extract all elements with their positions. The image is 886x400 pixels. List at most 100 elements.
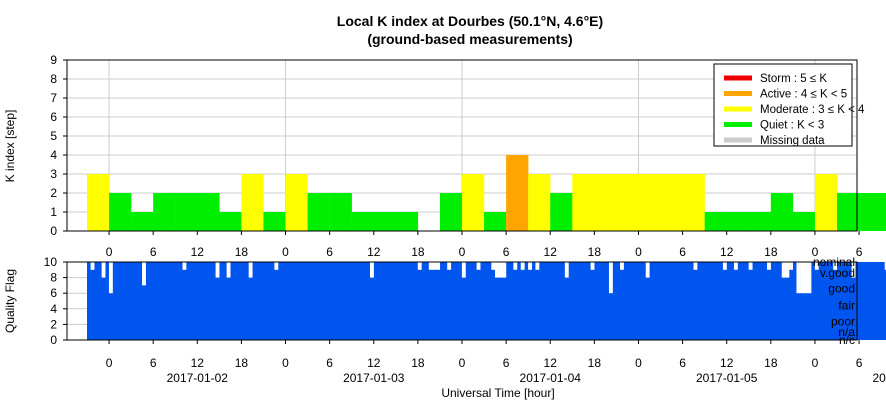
- k-index-bar: [859, 193, 882, 231]
- quality-bar-gap: [142, 261, 146, 286]
- quality-bar-gap: [608, 261, 613, 294]
- quality-bar-gap: [491, 261, 496, 270]
- legend-label: Active : 4 ≤ K < 5: [760, 89, 847, 101]
- x-axis-label: Universal Time [hour]: [441, 386, 554, 400]
- quality-level-label: v.good: [820, 266, 855, 280]
- k-index-bar: [263, 212, 286, 231]
- legend-label: Quiet : K < 3: [760, 120, 824, 132]
- k-x-tick-label: 0: [635, 245, 642, 259]
- k-index-bar: [307, 193, 330, 231]
- k-index-bar: [638, 174, 661, 231]
- legend-label: Storm : 5 ≤ K: [760, 73, 827, 85]
- k-x-tick-label: 6: [326, 245, 333, 259]
- quality-bar-gap: [767, 261, 771, 270]
- k-x-tick-label: 6: [150, 245, 157, 259]
- quality-flag-bars: [87, 261, 886, 340]
- quality-level-label: good: [828, 282, 855, 296]
- k-index-bar: [616, 174, 639, 231]
- k-index-x-ticks: 0612180612180612180612180612180612180612…: [106, 231, 863, 259]
- quality-bar-gap: [789, 261, 793, 270]
- q-x-tick-label: 0: [635, 356, 642, 370]
- k-index-bar: [572, 174, 595, 231]
- quality-bar-gap: [428, 261, 433, 270]
- k-x-tick-label: 18: [588, 245, 602, 259]
- q-y-tick-label: 4: [50, 302, 57, 316]
- k-x-tick-label: 6: [503, 245, 510, 259]
- quality-bar-gap: [884, 261, 886, 270]
- k-index-bar: [241, 174, 264, 231]
- quality-bar-gap: [833, 261, 838, 270]
- k-index-bar: [528, 174, 551, 231]
- k-index-bar: [660, 174, 683, 231]
- quality-bar-gap: [693, 261, 698, 270]
- k-index-bar: [726, 212, 749, 231]
- k-y-tick-label: 4: [50, 148, 57, 162]
- k-x-tick-label: 12: [191, 245, 205, 259]
- k-x-tick-label: 12: [544, 245, 558, 259]
- k-index-bar: [484, 212, 507, 231]
- q-y-tick-label: 6: [50, 286, 57, 300]
- quality-flag-x-ticks: 0612180612180612180612180612180612180612…: [106, 340, 863, 370]
- k-index-bar: [462, 174, 485, 231]
- k-index-bar: [197, 193, 220, 231]
- q-x-tick-label: 0: [106, 356, 113, 370]
- q-x-tick-label: 6: [326, 356, 333, 370]
- q-y-tick-label: 2: [50, 317, 57, 331]
- legend-label: Moderate : 3 ≤ K < 4: [760, 104, 865, 116]
- quality-flag-y-label: Quality Flag: [3, 269, 17, 333]
- k-x-tick-label: 6: [856, 245, 863, 259]
- k-index-bar: [285, 174, 308, 231]
- quality-bar-gap: [722, 261, 727, 270]
- quality-bar-gap: [447, 261, 452, 270]
- q-x-tick-label: 6: [679, 356, 686, 370]
- quality-bar-gap: [432, 261, 437, 270]
- k-index-bar: [506, 155, 529, 231]
- k-index-y-ticks: 0 1 2 3 4 5 6 7 8 9: [50, 53, 67, 238]
- quality-bar-gap: [796, 261, 801, 294]
- q-x-tick-label: 12: [191, 356, 205, 370]
- k-y-tick-label: 9: [50, 53, 57, 67]
- k-index-bar: [373, 212, 397, 231]
- k-y-tick-label: 0: [50, 224, 57, 238]
- date-label: 2017-01-05: [696, 371, 758, 385]
- date-label: 2017-01-03: [343, 371, 405, 385]
- k-index-bar: [131, 212, 154, 231]
- quality-bar-gap: [498, 261, 503, 278]
- date-label: 2017-01-02: [167, 371, 229, 385]
- quality-bar-gap: [520, 261, 525, 270]
- date-labels: 2017-01-02 2017-01-03 2017-01-04 2017-01-05…: [167, 371, 886, 385]
- k-x-tick-label: 12: [720, 245, 734, 259]
- q-x-tick-label: 18: [411, 356, 425, 370]
- k-index-bars: [87, 155, 886, 231]
- k-x-tick-label: 0: [282, 245, 289, 259]
- quality-bar-gap: [502, 261, 507, 278]
- quality-bar-gap: [748, 261, 753, 270]
- k-y-tick-label: 1: [50, 205, 57, 219]
- k-index-bar: [682, 174, 705, 231]
- quality-bar-gap: [369, 261, 374, 278]
- quality-bar-gap: [733, 261, 738, 270]
- q-x-tick-label: 0: [282, 356, 289, 370]
- quality-bar-gap: [513, 261, 518, 270]
- quality-bar-gap: [90, 261, 95, 270]
- quality-bar-gap: [619, 261, 624, 270]
- q-x-tick-label: 6: [503, 356, 510, 370]
- k-y-tick-label: 3: [50, 167, 57, 181]
- quality-bar-gap: [564, 261, 569, 278]
- quality-bar-gap: [101, 261, 106, 278]
- k-index-bar: [748, 212, 772, 231]
- k-y-tick-label: 8: [50, 72, 57, 86]
- k-index-bar: [837, 193, 860, 231]
- chart-subtitle: (ground-based measurements): [367, 31, 572, 47]
- q-y-tick-label: 0: [50, 333, 57, 347]
- quality-bar-gap: [590, 261, 595, 270]
- k-x-tick-label: 0: [812, 245, 819, 259]
- q-x-tick-label: 18: [588, 356, 602, 370]
- quality-bar-gap: [215, 261, 220, 278]
- k-x-tick-label: 12: [367, 245, 381, 259]
- quality-bar-gap: [274, 261, 279, 270]
- quality-bar-gap: [182, 261, 187, 270]
- quality-bar-gap: [528, 261, 532, 270]
- k-x-tick-label: 18: [411, 245, 425, 259]
- k-x-tick-label: 0: [106, 245, 113, 259]
